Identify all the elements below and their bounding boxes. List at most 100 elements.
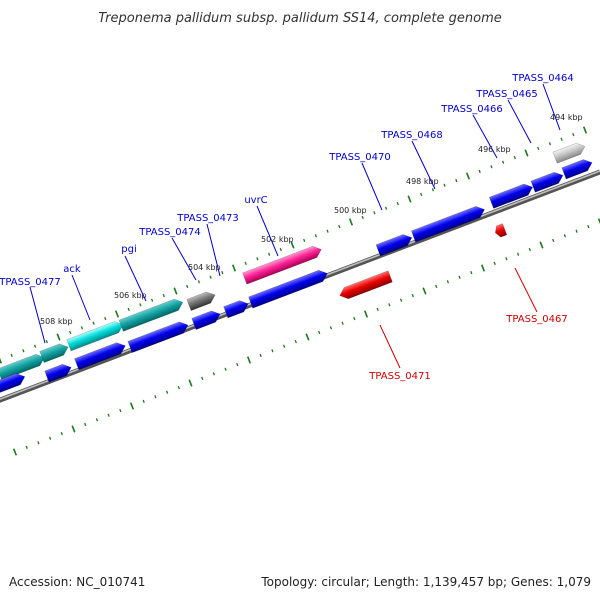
- outer-major-tick: [407, 195, 412, 203]
- feature-cds-tpass-0464[interactable]: [561, 157, 594, 180]
- tick-label-494: 494 kbp: [550, 113, 583, 122]
- feature-cds-b[interactable]: [44, 362, 74, 383]
- outer-minor-tick: [139, 303, 142, 307]
- outer-minor-tick: [209, 275, 212, 279]
- feature-cds-tpass-0468[interactable]: [410, 204, 486, 243]
- feature-tpass-0474-other[interactable]: [186, 289, 217, 311]
- inner-minor-tick: [259, 353, 262, 358]
- gene-label-ack[interactable]: ack: [63, 264, 81, 275]
- feature-cds-c[interactable]: [74, 340, 128, 371]
- inner-minor-tick: [470, 270, 473, 275]
- inner-minor-tick: [294, 339, 297, 344]
- gene-label-uvrc[interactable]: uvrC: [244, 195, 267, 206]
- feature-cds-tpass-0465[interactable]: [530, 170, 565, 193]
- tick-label-498: 498 kbp: [406, 177, 439, 186]
- outer-minor-tick: [69, 330, 72, 335]
- outer-minor-tick: [314, 234, 318, 238]
- label-leader-lines: [29, 83, 561, 369]
- inner-minor-tick: [575, 229, 578, 233]
- outer-minor-tick: [45, 339, 48, 344]
- outer-minor-tick: [373, 211, 376, 215]
- inner-minor-tick: [493, 261, 496, 266]
- outer-minor-tick: [244, 261, 247, 266]
- inner-minor-tick: [271, 349, 274, 353]
- inner-minor-tick: [552, 238, 555, 243]
- accession-text: Accession: NC_010741: [9, 575, 145, 589]
- feature-pseudo-0464[interactable]: [552, 141, 587, 164]
- inner-minor-tick: [165, 390, 169, 394]
- inner-minor-tick: [25, 445, 28, 450]
- inner-minor-tick: [318, 330, 321, 335]
- outer-minor-tick: [478, 169, 481, 174]
- inner-minor-tick: [388, 303, 391, 307]
- feature-cds-tpass-0471[interactable]: [338, 270, 393, 301]
- outer-minor-tick: [267, 252, 271, 256]
- gene-label-pgi[interactable]: pgi: [121, 244, 136, 255]
- outer-major-tick: [290, 241, 295, 249]
- outer-minor-tick: [396, 201, 399, 206]
- outer-major-tick: [582, 126, 588, 134]
- feature-cds-e[interactable]: [191, 308, 222, 330]
- inner-major-tick: [71, 425, 76, 433]
- gene-label-tpass-0467[interactable]: TPASS_0467: [505, 314, 567, 325]
- outer-minor-tick: [326, 229, 329, 233]
- inner-major-tick: [188, 379, 193, 387]
- outer-minor-tick: [513, 155, 516, 160]
- feature-cds-f[interactable]: [223, 298, 251, 319]
- feature-cds-tpass-0466[interactable]: [488, 182, 534, 209]
- inner-minor-tick: [212, 372, 216, 376]
- inner-minor-tick: [236, 362, 239, 367]
- inner-major-tick: [480, 264, 486, 272]
- outer-minor-tick: [455, 178, 458, 183]
- feature-cds-tpass-0467[interactable]: [493, 223, 508, 239]
- gene-label-tpass-0471[interactable]: TPASS_0471: [368, 371, 430, 382]
- gene-labels: TPASS_0477 ack pgi TPASS_0474 TPASS_0473…: [0, 73, 574, 382]
- inner-minor-tick: [329, 326, 333, 330]
- outer-minor-tick: [162, 293, 165, 298]
- gene-label-tpass-0464[interactable]: TPASS_0464: [511, 73, 573, 84]
- feature-ack[interactable]: [66, 319, 125, 352]
- tick-label-504: 504 kbp: [188, 263, 221, 272]
- tick-label-500: 500 kbp: [334, 206, 367, 215]
- gene-label-tpass-0477[interactable]: TPASS_0477: [0, 277, 61, 288]
- gene-label-tpass-0470[interactable]: TPASS_0470: [328, 152, 390, 163]
- inner-major-tick: [597, 218, 600, 225]
- inner-minor-tick: [528, 247, 531, 252]
- outer-minor-tick: [338, 224, 341, 229]
- outer-minor-tick: [384, 206, 388, 210]
- feature-cds-tpass-0470[interactable]: [375, 232, 414, 257]
- gene-label-tpass-0474[interactable]: TPASS_0474: [138, 227, 200, 238]
- gene-label-tpass-0465[interactable]: TPASS_0465: [475, 89, 537, 100]
- inner-minor-tick: [37, 441, 40, 445]
- outer-major-tick: [465, 172, 471, 180]
- outer-minor-tick: [303, 238, 306, 243]
- inner-minor-tick: [119, 408, 122, 413]
- outer-minor-tick: [22, 349, 25, 353]
- outer-minor-tick: [197, 280, 201, 284]
- inner-minor-tick: [60, 431, 63, 436]
- feature-tpass-0477[interactable]: [0, 352, 47, 381]
- inner-minor-tick: [563, 234, 567, 238]
- outer-minor-tick: [431, 188, 435, 192]
- feature-tpass-0477b[interactable]: [39, 341, 70, 363]
- inner-minor-tick: [516, 252, 520, 256]
- gene-label-tpass-0473[interactable]: TPASS_0473: [176, 213, 238, 224]
- inner-minor-tick: [458, 275, 461, 279]
- feature-cds-d[interactable]: [127, 319, 190, 354]
- feature-uvrc-rna[interactable]: [242, 244, 324, 285]
- inner-minor-tick: [177, 385, 180, 390]
- feature-cds-a[interactable]: [0, 371, 27, 396]
- outer-major-tick: [0, 357, 3, 364]
- outer-tick-ring: [0, 126, 588, 364]
- gene-label-tpass-0466[interactable]: TPASS_0466: [440, 104, 502, 115]
- inner-minor-tick: [353, 316, 356, 321]
- outer-minor-tick: [443, 183, 446, 187]
- outer-minor-tick: [279, 247, 282, 252]
- feature-pgi[interactable]: [118, 297, 185, 332]
- inner-minor-tick: [224, 367, 227, 371]
- map-title: Treponema pallidum subsp. pallidum SS14,…: [98, 11, 502, 26]
- gene-label-tpass-0468[interactable]: TPASS_0468: [380, 130, 442, 141]
- feature-cds-g[interactable]: [248, 268, 330, 309]
- inner-major-tick: [539, 241, 544, 249]
